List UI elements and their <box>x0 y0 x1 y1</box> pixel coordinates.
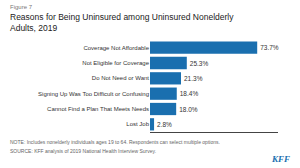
svg-text:73.7%: 73.7% <box>260 44 279 51</box>
svg-text:Coverage Not Affordable: Coverage Not Affordable <box>83 45 149 51</box>
svg-text:Lost Job: Lost Job <box>126 121 149 127</box>
svg-text:Signing Up Was Too Difficult o: Signing Up Was Too Difficult or Confusin… <box>38 91 149 97</box>
svg-text:18.4%: 18.4% <box>180 90 199 97</box>
svg-text:Figure 7: Figure 7 <box>10 4 33 10</box>
svg-text:2.8%: 2.8% <box>157 121 172 128</box>
svg-text:SOURCE: KFF analysis of 2019 N: SOURCE: KFF analysis of 2019 National He… <box>10 148 156 154</box>
svg-text:Cannot Find a Plan That Meets: Cannot Find a Plan That Meets Needs <box>47 106 149 112</box>
svg-text:21.3%: 21.3% <box>184 75 203 82</box>
svg-text:18.0%: 18.0% <box>179 106 198 113</box>
svg-text:NOTE: Includes nonelderly indi: NOTE: Includes nonelderly individuals ag… <box>10 139 220 145</box>
svg-text:25.3%: 25.3% <box>190 60 209 67</box>
svg-text:Reasons for Being Uninsured am: Reasons for Being Uninsured among Uninsu… <box>10 12 234 33</box>
svg-text:Do Not Need or Want: Do Not Need or Want <box>92 75 149 81</box>
svg-text:Not Eligible for Coverage: Not Eligible for Coverage <box>82 60 149 66</box>
svg-text:KFF: KFF <box>271 154 290 164</box>
